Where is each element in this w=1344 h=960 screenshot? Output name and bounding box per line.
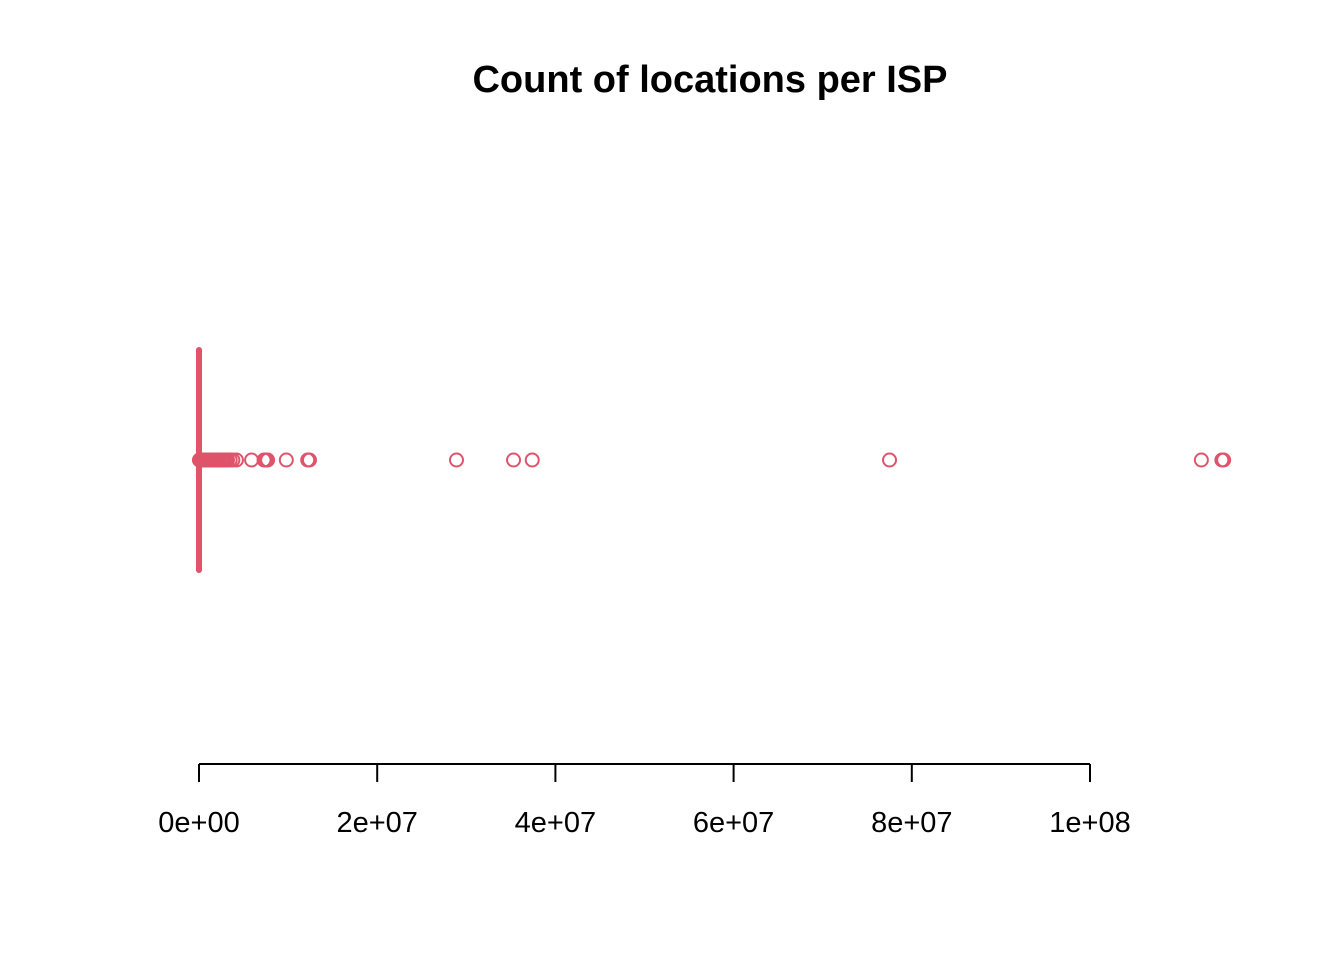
outlier-group xyxy=(191,452,1232,468)
outlier-point xyxy=(524,452,540,468)
outlier-point xyxy=(228,452,244,468)
x-tick-label: 1e+08 xyxy=(1049,807,1130,839)
x-tick-label: 8e+07 xyxy=(871,807,952,839)
outlier-point xyxy=(882,452,898,468)
outlier-point xyxy=(1216,452,1232,468)
x-tick-label: 0e+00 xyxy=(158,807,239,839)
outlier-point xyxy=(244,452,260,468)
outlier-point xyxy=(506,452,522,468)
x-axis: 0e+00 2e+07 4e+07 6e+07 8e+07 1e+08 xyxy=(158,763,1131,839)
x-tick-label: 6e+07 xyxy=(693,807,774,839)
chart-title: Count of locations per ISP xyxy=(472,59,947,101)
outlier-point xyxy=(448,452,464,468)
outlier-point xyxy=(278,452,294,468)
x-tick-label: 4e+07 xyxy=(515,807,596,839)
outlier-point xyxy=(1193,452,1209,468)
outlier-point xyxy=(301,452,317,468)
outlier-point xyxy=(260,452,276,468)
x-tick-label: 2e+07 xyxy=(336,807,417,839)
